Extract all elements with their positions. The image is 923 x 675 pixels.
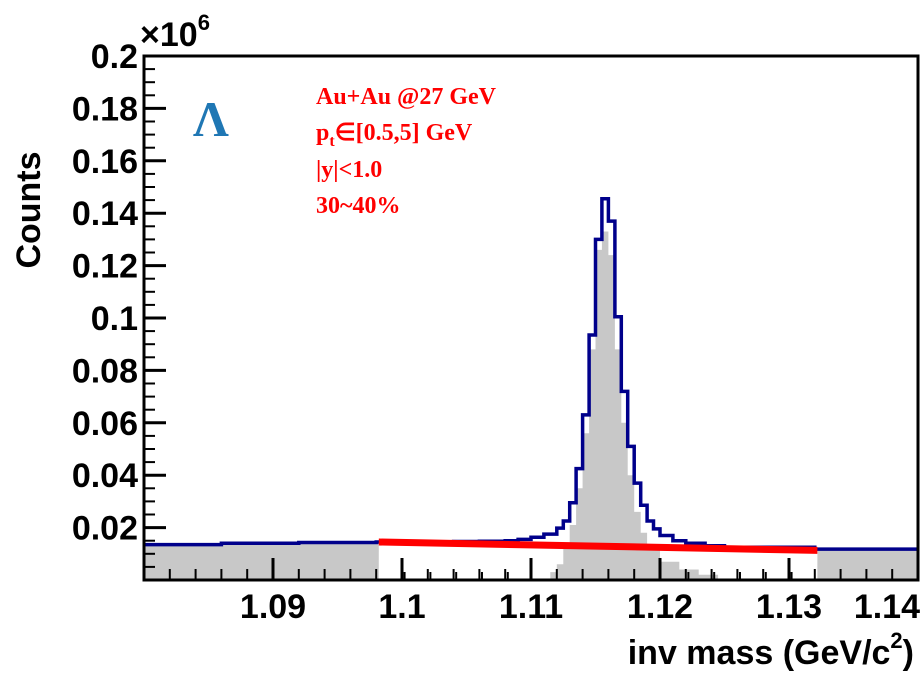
annotation-pt-sub: t: [329, 133, 335, 150]
particle-symbol: Λ: [193, 91, 229, 147]
y-multiplier: ×106: [140, 10, 210, 54]
y-tick-label: 0.02: [72, 510, 138, 548]
x-tick-label: 1.09: [240, 588, 306, 626]
y-tick-label: 0.1: [91, 300, 138, 338]
sideband-left-fill: [144, 542, 379, 580]
y-tick-label: 0.08: [72, 352, 138, 390]
y-tick-label: 0.14: [72, 195, 138, 233]
total-histogram-line: [144, 197, 918, 551]
annotation-system: Au+Au @27 GeV: [316, 84, 497, 110]
y-multiplier-base: ×10: [140, 16, 198, 54]
chart-text: Counts ×106 inv mass (GeV/c2) Λ Au+Au @2…: [10, 10, 914, 672]
y-tick-label: 0.06: [72, 405, 138, 443]
x-tick-label: 1.13: [756, 588, 822, 626]
x-tick-label: 1.11: [499, 588, 563, 626]
y-axis-label: Counts: [10, 151, 48, 268]
x-axis-label-close: ): [903, 634, 914, 672]
x-axis-label-main: inv mass (GeV/c: [628, 634, 891, 672]
annotation-pt-p: p: [316, 120, 329, 146]
annotation-pt-rest: ∈[0.5,5] GeV: [335, 120, 473, 146]
y-tick-label: 0.2: [91, 38, 138, 76]
x-tick-label: 1.12: [627, 588, 693, 626]
y-tick-label: 0.16: [72, 143, 138, 181]
y-tick-label: 0.18: [72, 90, 138, 128]
x-axis-label-sup: 2: [890, 628, 902, 653]
x-tick-label: 1.14: [854, 588, 920, 626]
background-fit-line: [378, 538, 818, 554]
annotation-rapidity: |y|<1.0: [316, 157, 382, 183]
plot-area: [144, 197, 918, 580]
axes: 0.02 0.04 0.06 0.08 0.1 0.12 0.14 0.16 0.18 0.2 1.…: [72, 38, 920, 626]
plot-frame: [142, 54, 920, 582]
y-tick-label: 0.12: [72, 248, 138, 286]
annotation-centrality: 30~40%: [316, 193, 400, 219]
sideband-right-fill: [817, 549, 918, 580]
annotation-pt-range: pt∈[0.5,5] GeV: [316, 120, 473, 150]
x-tick-label: 1.1: [378, 588, 425, 626]
y-tick-label: 0.04: [72, 457, 138, 495]
y-multiplier-exp: 6: [198, 10, 210, 35]
x-axis-label: inv mass (GeV/c2): [628, 628, 914, 672]
signal-histogram: [550, 231, 719, 580]
